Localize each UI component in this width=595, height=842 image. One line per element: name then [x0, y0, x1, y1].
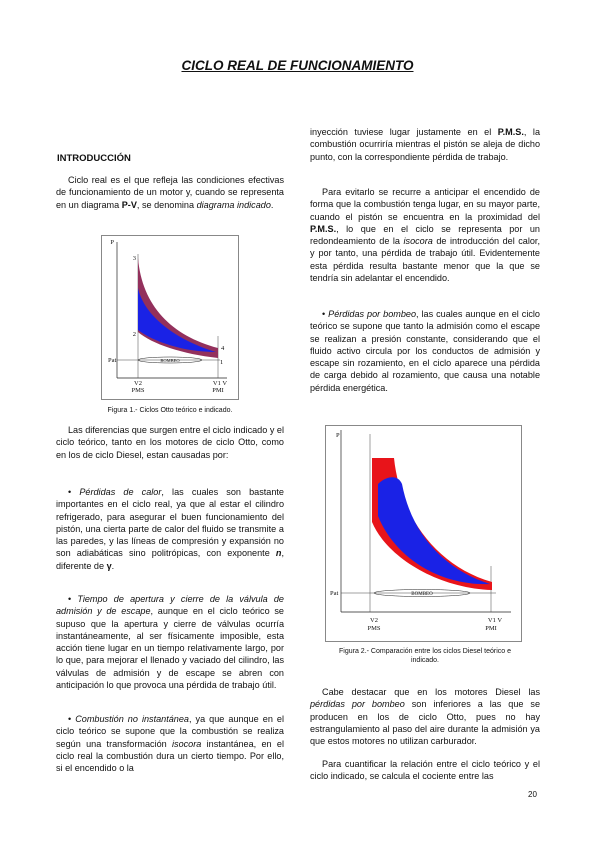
- axis-label: V2: [134, 380, 142, 387]
- page-number: 20: [528, 790, 537, 799]
- figure-1: P 3 2 4 1 Pat BOMBEO V2 PMS V1 V PMI: [101, 235, 239, 400]
- text-run: de introducción del calor, y por tanto, …: [310, 236, 540, 284]
- text-run: Tiempo de apertura y cierre de la válvul…: [56, 594, 284, 617]
- text-run: Para evitarlo se recurre a anticipar el …: [310, 187, 540, 222]
- axis-label: Pat: [108, 357, 117, 364]
- paragraph: Ciclo real es el que refleja las condici…: [56, 174, 284, 211]
- text-run: γ: [106, 560, 112, 571]
- axis-label: V1 V: [213, 380, 227, 387]
- axis-label: PMS: [131, 387, 144, 394]
- text-run: , diferente de: [56, 548, 284, 571]
- axis-label: V2: [370, 617, 378, 624]
- text-run: , las cuales son bastante importantes en…: [56, 487, 284, 559]
- text-run: , las cuales aunque en el ciclo teórico …: [310, 309, 540, 393]
- text-run: Para cuantificar la relación entre el ci…: [310, 759, 540, 782]
- paragraph: • Tiempo de apertura y cierre de la válv…: [56, 593, 284, 691]
- text-run: Pérdidas de calor: [79, 487, 162, 497]
- text-run: pérdidas por bombeo: [310, 699, 405, 710]
- figure-caption: Figura 2.- Comparación entre los ciclos …: [339, 648, 511, 664]
- text-run: isocora: [172, 738, 202, 749]
- text-run: Combustión no instantánea: [75, 714, 189, 724]
- axis-label: PMS: [367, 625, 380, 632]
- text-run: , ya que aunque en el ciclo teórico se s…: [56, 714, 284, 749]
- text-run: instantánea, en el ciclo real la combust…: [56, 738, 284, 774]
- text-run: , lo que en el ciclo se representa por u…: [310, 223, 540, 247]
- text-run: P.M.S.: [497, 127, 524, 137]
- paragraph: • Pérdidas de calor, las cuales son bast…: [56, 486, 284, 572]
- point-label: 1: [220, 359, 223, 366]
- axis-label: P: [110, 239, 114, 246]
- paragraph: inyección tuviese lugar justamente en el…: [310, 126, 540, 163]
- text-run: Ciclo real es el que refleja las condici…: [56, 175, 284, 210]
- text-run: Cabe destacar que en los motores Diesel …: [322, 687, 540, 697]
- text-run: son inferiores a las que se producen en …: [310, 699, 540, 747]
- text-run: diagrama indicado: [196, 199, 271, 210]
- text-run: •: [68, 714, 76, 724]
- loop-label: BOMBEO: [411, 592, 433, 597]
- axis-label: PMI: [485, 625, 497, 632]
- axis-label: PMI: [212, 387, 224, 394]
- paragraph: • Pérdidas por bombeo, las cuales aunque…: [310, 308, 540, 394]
- section-heading: INTRODUCCIÓN: [57, 153, 131, 164]
- axis-label: V1 V: [488, 617, 502, 624]
- text-run: P-V: [121, 199, 137, 210]
- text-run: •: [322, 309, 329, 319]
- paragraph: • Combustión no instantánea, ya que aunq…: [56, 713, 284, 774]
- indicated-cycle: [378, 477, 490, 585]
- text-run: n: [275, 548, 282, 559]
- paragraph: Las diferencias que surgen entre el cicl…: [56, 424, 284, 461]
- point-label: 4: [221, 345, 225, 352]
- text-run: Las diferencias que surgen entre el cicl…: [56, 425, 284, 460]
- text-run: , la combustión ocurriría mientras el pi…: [310, 127, 540, 162]
- paragraph: Cabe destacar que en los motores Diesel …: [310, 686, 540, 747]
- text-run: , aunque en el ciclo teórico se supuso q…: [56, 606, 284, 691]
- point-label: 2: [133, 331, 136, 338]
- figure-2: P Pat BOMBEO V2 PMS V1 V PMI: [325, 425, 522, 642]
- loop-label: BOMBEO: [160, 358, 180, 363]
- text-run: P.M.S.: [310, 223, 337, 234]
- text-run: .: [270, 199, 274, 210]
- axis-label: P: [336, 432, 340, 439]
- axis-label: Pat: [330, 590, 339, 597]
- text-run: isocora: [403, 236, 433, 247]
- text-run: •: [68, 594, 78, 604]
- title: CICLO REAL DE FUNCIONAMIENTO: [181, 58, 414, 73]
- text-run: •: [68, 487, 80, 497]
- text-run: , se denomina: [136, 199, 197, 210]
- point-label: 3: [133, 255, 136, 262]
- text-run: .: [111, 560, 115, 571]
- pumping-loop: [373, 589, 471, 597]
- text-run: inyección tuviese lugar justamente en el: [310, 127, 498, 137]
- text-run: Pérdidas por bombeo: [328, 309, 416, 319]
- paragraph: Para cuantificar la relación entre el ci…: [310, 758, 540, 783]
- figure-caption: Figura 1.- Ciclos Otto teórico e indicad…: [107, 407, 233, 414]
- theoretical-cycle: [372, 458, 492, 590]
- paragraph: Para evitarlo se recurre a anticipar el …: [310, 186, 540, 284]
- indicated-cycle: [138, 288, 216, 352]
- pumping-loop: [137, 356, 203, 364]
